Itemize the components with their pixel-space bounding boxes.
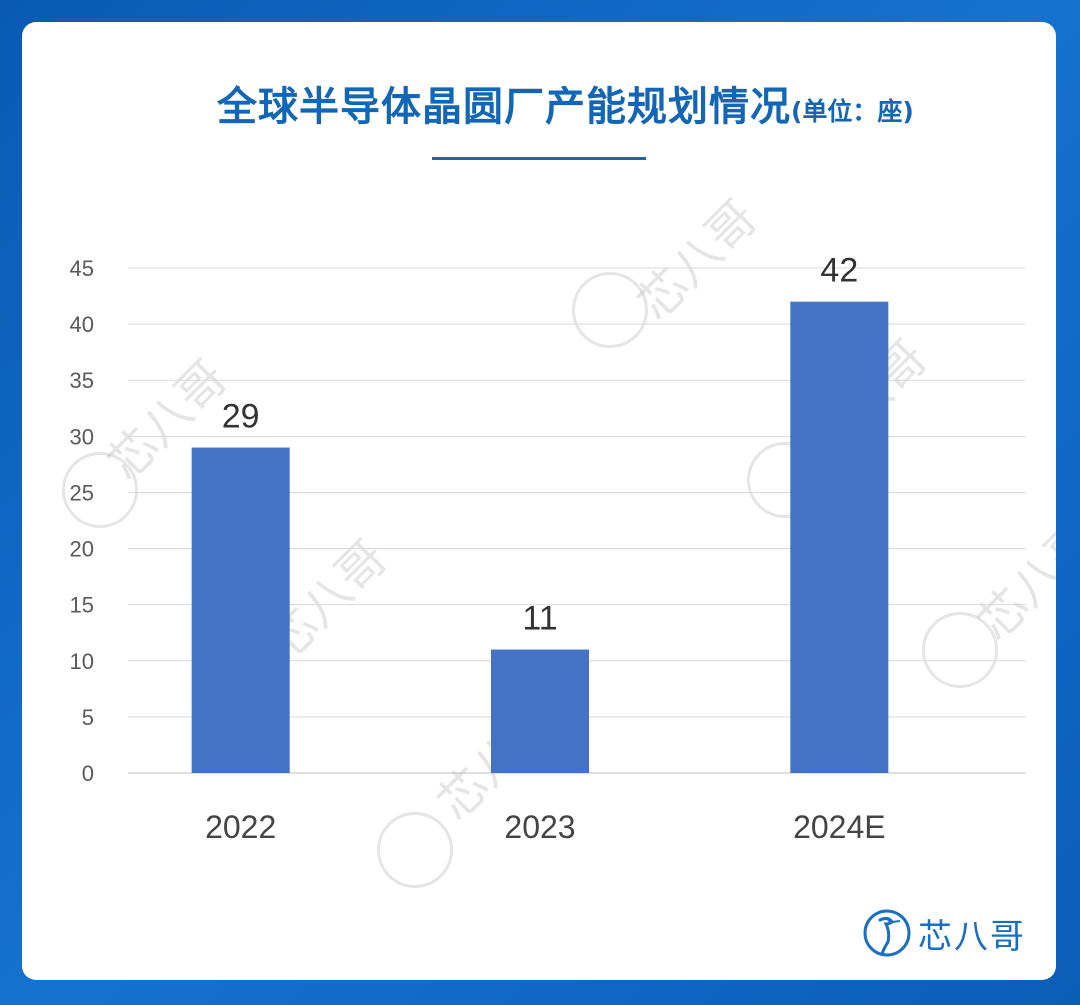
bar-value-label: 29 — [222, 398, 260, 436]
bar — [790, 301, 889, 773]
y-tick-label: 45 — [70, 256, 94, 281]
y-tick-label: 25 — [70, 480, 94, 505]
y-tick-label: 40 — [70, 312, 94, 337]
y-tick-label: 35 — [70, 368, 94, 393]
brand-logo: 芯八哥 — [862, 908, 1026, 958]
x-category-label: 2024E — [793, 809, 886, 845]
bar-value-label: 42 — [820, 252, 858, 290]
chart-card: 芯八哥 芯八哥 芯八哥 芯八哥 芯八哥 芯八哥 全球半导体晶圆厂产能规划情况(单… — [22, 22, 1056, 980]
title-underline — [432, 157, 646, 160]
chart-title-main: 全球半导体晶圆厂产能规划情况 — [217, 84, 791, 130]
bar-chart: 0 5 10 15 20 25 30 35 40 45 29 2022 11 2023 42 2024E — [70, 252, 1026, 845]
y-tick-label: 5 — [82, 705, 94, 730]
x-category-label: 2023 — [504, 809, 575, 845]
y-tick-label: 30 — [70, 424, 94, 449]
y-tick-label: 10 — [70, 649, 94, 674]
bar-value-label: 11 — [522, 600, 557, 638]
bar — [191, 447, 290, 773]
chart-title-unit: (单位：座) — [791, 97, 914, 126]
y-tick-label: 15 — [70, 593, 94, 618]
y-tick-label: 0 — [82, 761, 94, 786]
x-category-label: 2022 — [205, 809, 276, 845]
brand-logo-text: 芯八哥 — [918, 916, 1026, 957]
chart-title: 全球半导体晶圆厂产能规划情况(单位：座) — [217, 74, 1037, 130]
bar — [491, 649, 589, 773]
heron-bird-icon — [863, 909, 911, 957]
y-tick-label: 20 — [70, 537, 94, 562]
